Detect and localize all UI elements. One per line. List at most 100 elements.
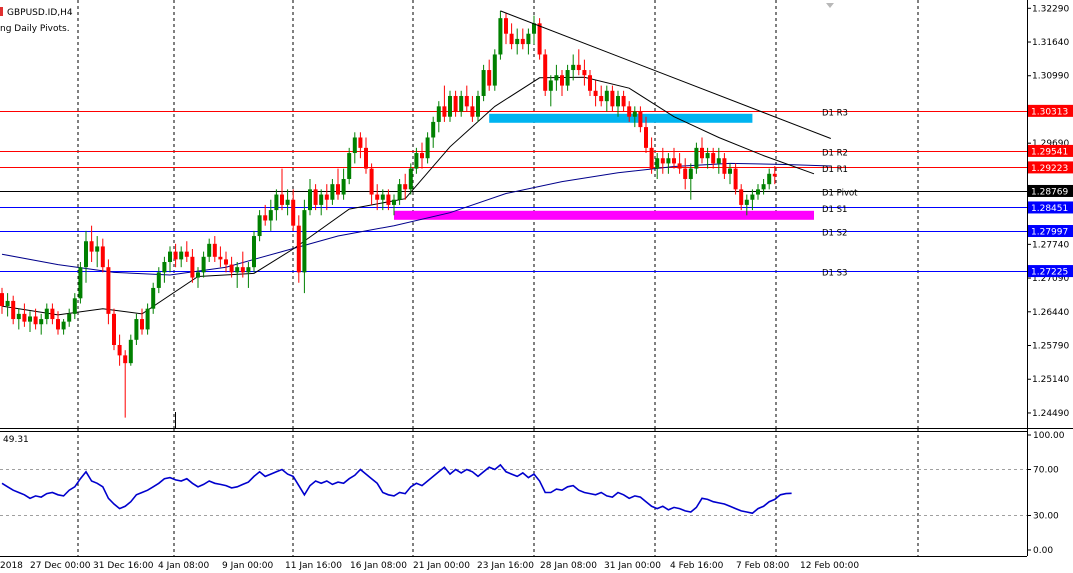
price-tag: 1.27225 (1028, 265, 1073, 278)
candle (756, 184, 760, 200)
candle (263, 204, 268, 226)
vertical-grid (77, 0, 919, 556)
price-tag: 1.28451 (1028, 201, 1073, 214)
candle-body (106, 267, 111, 314)
candle (655, 153, 660, 179)
candle (240, 251, 245, 278)
candle-body (476, 95, 480, 117)
candle (5, 293, 10, 317)
candle-body (156, 272, 161, 288)
candle (386, 189, 391, 211)
trendline[interactable] (500, 10, 831, 139)
rsi-tick-label: 30.00 (1033, 512, 1059, 522)
candle (128, 334, 133, 366)
candle (588, 70, 592, 96)
candle (67, 308, 72, 327)
candle-body (224, 259, 228, 265)
candle (509, 23, 514, 50)
candle-body (487, 70, 492, 86)
candle (347, 147, 352, 185)
candle-body (347, 153, 352, 179)
price-tick-label: 1.24490 (1032, 409, 1069, 419)
candle (162, 256, 167, 283)
pivot-label: D1 S2 (822, 229, 847, 239)
candle (397, 178, 402, 205)
candle-body (756, 189, 760, 195)
candle (308, 178, 312, 216)
candle (184, 241, 189, 262)
candle (252, 230, 256, 273)
time-label: 2018 (0, 561, 23, 571)
candle-body (173, 251, 178, 260)
candle-body (78, 267, 83, 299)
candle-body (218, 256, 223, 260)
candle (330, 178, 335, 205)
candle (537, 18, 542, 60)
candle-body (263, 215, 268, 221)
price-tick-label: 1.29690 (1032, 139, 1069, 149)
candle-body (386, 194, 391, 205)
candle-body (5, 300, 10, 307)
candle-body (772, 173, 777, 177)
candle-body (84, 241, 88, 268)
candle-body (28, 316, 32, 322)
candle (313, 184, 318, 211)
candle-body (604, 90, 609, 102)
candle-body (537, 23, 542, 55)
candle-body (582, 70, 587, 76)
candle (173, 243, 178, 268)
highlight-zones[interactable] (394, 113, 814, 220)
chart-shift-marker-icon[interactable] (826, 3, 834, 8)
candle (380, 189, 385, 211)
candle (100, 238, 105, 273)
pivot-labels: D1 R3 D1 R2 D1 R1 D1 Pivot D1 S1 D1 S2 D1 S3 (822, 108, 858, 278)
trendline-layer[interactable] (500, 10, 831, 139)
candle-body (11, 300, 16, 320)
candle-body (408, 168, 413, 190)
candle (711, 147, 716, 169)
candle (431, 116, 436, 148)
candle (50, 303, 55, 325)
candle (487, 59, 492, 91)
candle-body (672, 158, 676, 164)
candle-body (576, 64, 581, 71)
time-label: 23 Jan 16:00 (477, 561, 534, 571)
candle-body (319, 194, 324, 205)
time-label: 21 Jan 00:00 (413, 561, 470, 571)
candle-body (403, 184, 408, 190)
candle (453, 90, 458, 117)
candle (257, 210, 262, 242)
candle (504, 12, 508, 45)
candle-body (711, 153, 716, 164)
candle-body (61, 321, 66, 330)
candle-body (526, 33, 531, 45)
candle (767, 168, 772, 190)
candle (459, 90, 464, 117)
candle-body (688, 168, 693, 179)
support-zone[interactable] (394, 210, 814, 220)
time-label: 7 Feb 08:00 (736, 561, 790, 571)
price-tick-label: 1.27740 (1032, 240, 1069, 250)
candle (700, 137, 704, 164)
candle-body (140, 319, 144, 330)
resistance-zone[interactable] (489, 113, 753, 123)
candle (369, 163, 374, 205)
pivot-label: D1 R2 (822, 148, 848, 158)
candle (16, 308, 21, 330)
candle-body (492, 54, 497, 86)
candle (274, 189, 279, 221)
candle (492, 49, 497, 91)
candle-body (39, 319, 44, 325)
pivot-label: D1 R1 (822, 165, 848, 175)
candle (324, 184, 329, 211)
candle (95, 236, 100, 268)
candle (576, 49, 581, 76)
candle (464, 85, 469, 112)
candle (481, 64, 486, 102)
candle-body (392, 199, 396, 205)
rsi-tick-label: 0.00 (1033, 546, 1053, 556)
candle (268, 199, 273, 231)
candle (705, 147, 710, 169)
